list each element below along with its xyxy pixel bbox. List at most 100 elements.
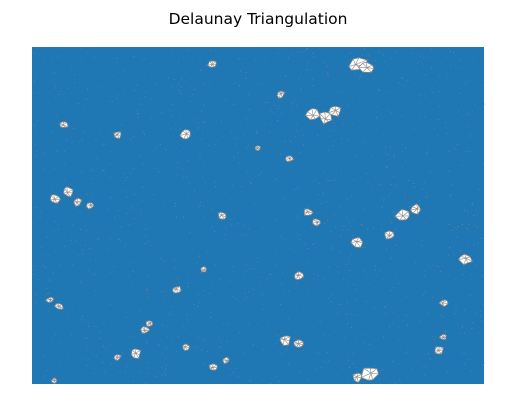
edge-speck bbox=[147, 289, 149, 291]
edge-speck bbox=[84, 225, 86, 227]
edge-speck bbox=[167, 335, 169, 337]
edge-speck bbox=[479, 189, 481, 191]
edge-speck bbox=[463, 273, 464, 275]
edge-speck bbox=[317, 320, 319, 322]
edge-speck bbox=[125, 179, 127, 181]
edge-speck bbox=[278, 381, 280, 383]
edge-speck bbox=[140, 310, 141, 312]
edge-speck bbox=[259, 173, 261, 175]
edge-speck bbox=[438, 74, 440, 76]
edge-speck bbox=[145, 236, 147, 238]
edge-speck bbox=[275, 178, 277, 180]
edge-speck bbox=[238, 58, 240, 60]
triangle-edge bbox=[87, 202, 92, 206]
edge-speck bbox=[421, 343, 423, 345]
triangle-edge bbox=[335, 107, 342, 111]
edge-speck bbox=[275, 376, 277, 378]
edge-speck bbox=[181, 93, 183, 95]
edge-speck bbox=[200, 111, 202, 113]
edge-speck bbox=[461, 170, 463, 172]
edge-speck bbox=[46, 370, 48, 372]
triangle-edge bbox=[185, 129, 187, 134]
triangle-edge bbox=[182, 345, 186, 347]
edge-speck bbox=[250, 183, 252, 184]
edge-speck bbox=[92, 314, 94, 316]
edge-speck bbox=[170, 314, 172, 316]
edge-speck bbox=[179, 90, 181, 92]
edge-speck bbox=[206, 250, 208, 252]
triangle-edge bbox=[226, 356, 228, 362]
gap-cluster bbox=[140, 326, 151, 335]
edge-speck bbox=[449, 121, 451, 123]
edge-speck bbox=[312, 85, 314, 87]
edge-speck bbox=[366, 172, 367, 174]
edge-speck bbox=[378, 269, 380, 271]
triangle-edge bbox=[307, 211, 314, 213]
edge-speck bbox=[171, 86, 173, 87]
edge-speck bbox=[145, 91, 147, 93]
edge-speck bbox=[446, 72, 448, 74]
edge-speck bbox=[362, 342, 364, 344]
edge-speck bbox=[344, 337, 346, 339]
triangle-edge bbox=[209, 60, 213, 65]
edge-speck bbox=[253, 141, 255, 143]
edge-speck bbox=[111, 176, 112, 178]
edge-speck bbox=[432, 264, 434, 266]
edge-speck bbox=[374, 340, 376, 342]
edge-speck bbox=[299, 336, 301, 338]
triangle-edge bbox=[289, 156, 292, 159]
edge-speck bbox=[205, 65, 207, 67]
edge-speck bbox=[346, 115, 348, 117]
edge-speck bbox=[275, 219, 277, 221]
edge-speck bbox=[73, 364, 75, 366]
edge-speck bbox=[338, 359, 340, 361]
triangle-edge bbox=[48, 299, 51, 303]
edge-speck bbox=[130, 205, 132, 207]
edge-speck bbox=[327, 180, 329, 182]
edge-speck bbox=[428, 353, 429, 355]
edge-speck bbox=[295, 331, 297, 333]
edge-speck bbox=[209, 293, 211, 294]
edge-speck bbox=[182, 252, 184, 254]
edge-speck bbox=[39, 262, 41, 264]
edge-speck bbox=[308, 291, 310, 293]
triangle-edge bbox=[62, 122, 67, 126]
edge-speck bbox=[457, 100, 459, 102]
edge-speck bbox=[160, 272, 162, 274]
edge-speck bbox=[307, 206, 309, 208]
edge-speck bbox=[287, 345, 289, 347]
edge-speck bbox=[345, 117, 347, 119]
edge-speck bbox=[57, 55, 59, 57]
edge-speck bbox=[131, 189, 133, 191]
edge-speck bbox=[315, 179, 317, 181]
edge-speck bbox=[272, 112, 274, 114]
edge-speck bbox=[313, 273, 315, 275]
edge-speck bbox=[51, 109, 53, 111]
triangle-edge bbox=[435, 350, 439, 354]
edge-speck bbox=[471, 204, 473, 206]
edge-speck bbox=[182, 148, 184, 149]
edge-speck bbox=[463, 114, 465, 116]
triangle-edge bbox=[280, 91, 282, 94]
edge-speck bbox=[130, 261, 132, 263]
edge-speck bbox=[298, 238, 300, 240]
edge-speck bbox=[144, 228, 146, 230]
edge-speck bbox=[328, 266, 330, 268]
edge-speck bbox=[377, 330, 379, 332]
triangle-edge bbox=[438, 347, 444, 351]
gap-cluster bbox=[59, 121, 69, 128]
triangle-edge bbox=[463, 258, 467, 265]
triangle-edge bbox=[356, 241, 363, 243]
triangle-edge bbox=[55, 303, 59, 307]
edge-speck bbox=[405, 161, 407, 163]
edge-speck bbox=[395, 51, 397, 53]
triangle-edge bbox=[211, 64, 216, 68]
triangle-edge bbox=[283, 339, 285, 346]
edge-speck bbox=[437, 135, 439, 136]
edge-speck bbox=[234, 137, 235, 139]
edge-speck bbox=[393, 381, 395, 383]
edge-speck bbox=[36, 119, 38, 121]
edge-speck bbox=[218, 347, 220, 349]
edge-speck bbox=[171, 115, 173, 117]
edge-speck bbox=[461, 324, 463, 326]
